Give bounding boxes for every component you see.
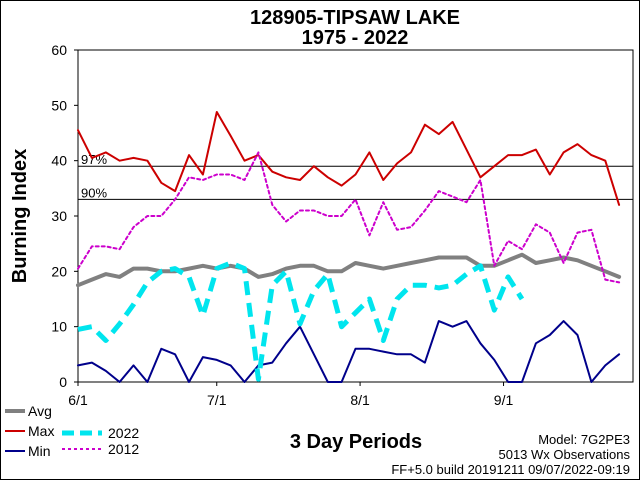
legend-label-min: Min: [28, 443, 51, 459]
x-tick-label: 9/1: [494, 392, 514, 408]
y-tick-label: 40: [51, 153, 67, 169]
y-axis: 0 10 20 30 40 50 60: [51, 42, 78, 390]
x-tick-label: 8/1: [350, 392, 370, 408]
y-tick-label: 50: [51, 97, 67, 113]
y-axis-label: Burning Index: [9, 149, 31, 283]
x-tick-label: 6/1: [68, 392, 88, 408]
y-tick-label: 20: [51, 263, 67, 279]
reference-line-label: 97%: [81, 152, 107, 167]
series-line-max: [77, 111, 621, 206]
y-tick-label: 10: [51, 319, 67, 335]
legend-label-2012: 2012: [108, 441, 139, 457]
observations-note: 5013 Wx Observations: [498, 447, 630, 462]
x-axis-label: 3 Day Periods: [290, 431, 422, 453]
model-note: Model: 7G2PE3: [538, 432, 630, 447]
legend-label-avg: Avg: [28, 403, 52, 419]
series-line-min: [77, 320, 621, 383]
reference-line-label: 90%: [81, 185, 107, 200]
build-note: FF+5.0 build 20191211 09/07/2022-09:19: [391, 462, 630, 477]
series-line-avg: [76, 252, 622, 288]
chart-title: 128905-TIPSAW LAKE: [250, 7, 460, 29]
chart-subtitle: 1975 - 2022: [302, 27, 409, 49]
y-tick-label: 0: [59, 374, 67, 390]
series-line-2012: [77, 151, 621, 284]
series-group: [76, 111, 622, 383]
reference-lines: 97% 90%: [78, 152, 633, 200]
y-tick-label: 30: [51, 208, 67, 224]
x-tick-label: 7/1: [207, 392, 227, 408]
y-tick-label: 60: [51, 42, 67, 58]
legend-label-2022: 2022: [108, 425, 139, 441]
legend-label-max: Max: [28, 423, 54, 439]
x-axis: 6/1 7/1 8/1 9/1: [68, 382, 513, 408]
series-line-2022: [77, 260, 525, 382]
